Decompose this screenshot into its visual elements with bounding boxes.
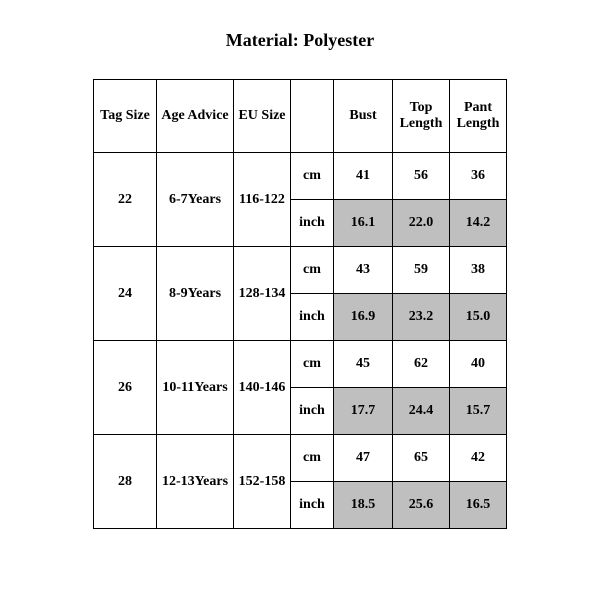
cell-pant-cm: 42 bbox=[450, 435, 507, 482]
cell-eu-size: 128-134 bbox=[234, 247, 291, 341]
table-row: 24 8-9Years 128-134 cm 43 59 38 bbox=[94, 247, 507, 294]
col-unit bbox=[291, 80, 334, 153]
cell-top-cm: 56 bbox=[393, 153, 450, 200]
cell-bust-inch: 16.9 bbox=[334, 294, 393, 341]
cell-pant-inch: 16.5 bbox=[450, 482, 507, 529]
cell-unit-inch: inch bbox=[291, 482, 334, 529]
cell-age-advice: 8-9Years bbox=[157, 247, 234, 341]
cell-unit-inch: inch bbox=[291, 388, 334, 435]
page-title: Material: Polyester bbox=[0, 0, 600, 61]
cell-unit-cm: cm bbox=[291, 247, 334, 294]
cell-age-advice: 12-13Years bbox=[157, 435, 234, 529]
cell-tag-size: 22 bbox=[94, 153, 157, 247]
cell-pant-inch: 15.7 bbox=[450, 388, 507, 435]
cell-unit-cm: cm bbox=[291, 153, 334, 200]
cell-pant-cm: 36 bbox=[450, 153, 507, 200]
col-tag-size: Tag Size bbox=[94, 80, 157, 153]
header-row: Tag Size Age Advice EU Size Bust Top Len… bbox=[94, 80, 507, 153]
cell-eu-size: 140-146 bbox=[234, 341, 291, 435]
cell-tag-size: 26 bbox=[94, 341, 157, 435]
cell-top-inch: 22.0 bbox=[393, 200, 450, 247]
cell-bust-inch: 16.1 bbox=[334, 200, 393, 247]
cell-top-cm: 65 bbox=[393, 435, 450, 482]
cell-bust-cm: 45 bbox=[334, 341, 393, 388]
cell-pant-inch: 15.0 bbox=[450, 294, 507, 341]
cell-bust-cm: 43 bbox=[334, 247, 393, 294]
table-row: 22 6-7Years 116-122 cm 41 56 36 bbox=[94, 153, 507, 200]
col-bust: Bust bbox=[334, 80, 393, 153]
cell-top-cm: 59 bbox=[393, 247, 450, 294]
cell-bust-cm: 47 bbox=[334, 435, 393, 482]
cell-tag-size: 28 bbox=[94, 435, 157, 529]
size-table: Tag Size Age Advice EU Size Bust Top Len… bbox=[93, 79, 507, 529]
cell-pant-inch: 14.2 bbox=[450, 200, 507, 247]
col-pant-length: Pant Length bbox=[450, 80, 507, 153]
table-row: 26 10-11Years 140-146 cm 45 62 40 bbox=[94, 341, 507, 388]
table-row: 28 12-13Years 152-158 cm 47 65 42 bbox=[94, 435, 507, 482]
cell-eu-size: 152-158 bbox=[234, 435, 291, 529]
cell-unit-inch: inch bbox=[291, 294, 334, 341]
cell-eu-size: 116-122 bbox=[234, 153, 291, 247]
col-eu-size: EU Size bbox=[234, 80, 291, 153]
cell-tag-size: 24 bbox=[94, 247, 157, 341]
cell-age-advice: 6-7Years bbox=[157, 153, 234, 247]
cell-top-inch: 24.4 bbox=[393, 388, 450, 435]
cell-top-cm: 62 bbox=[393, 341, 450, 388]
cell-unit-cm: cm bbox=[291, 435, 334, 482]
cell-top-inch: 23.2 bbox=[393, 294, 450, 341]
col-top-length: Top Length bbox=[393, 80, 450, 153]
cell-unit-inch: inch bbox=[291, 200, 334, 247]
cell-age-advice: 10-11Years bbox=[157, 341, 234, 435]
col-age-advice: Age Advice bbox=[157, 80, 234, 153]
cell-pant-cm: 38 bbox=[450, 247, 507, 294]
cell-bust-inch: 17.7 bbox=[334, 388, 393, 435]
cell-bust-cm: 41 bbox=[334, 153, 393, 200]
cell-bust-inch: 18.5 bbox=[334, 482, 393, 529]
cell-pant-cm: 40 bbox=[450, 341, 507, 388]
cell-top-inch: 25.6 bbox=[393, 482, 450, 529]
cell-unit-cm: cm bbox=[291, 341, 334, 388]
